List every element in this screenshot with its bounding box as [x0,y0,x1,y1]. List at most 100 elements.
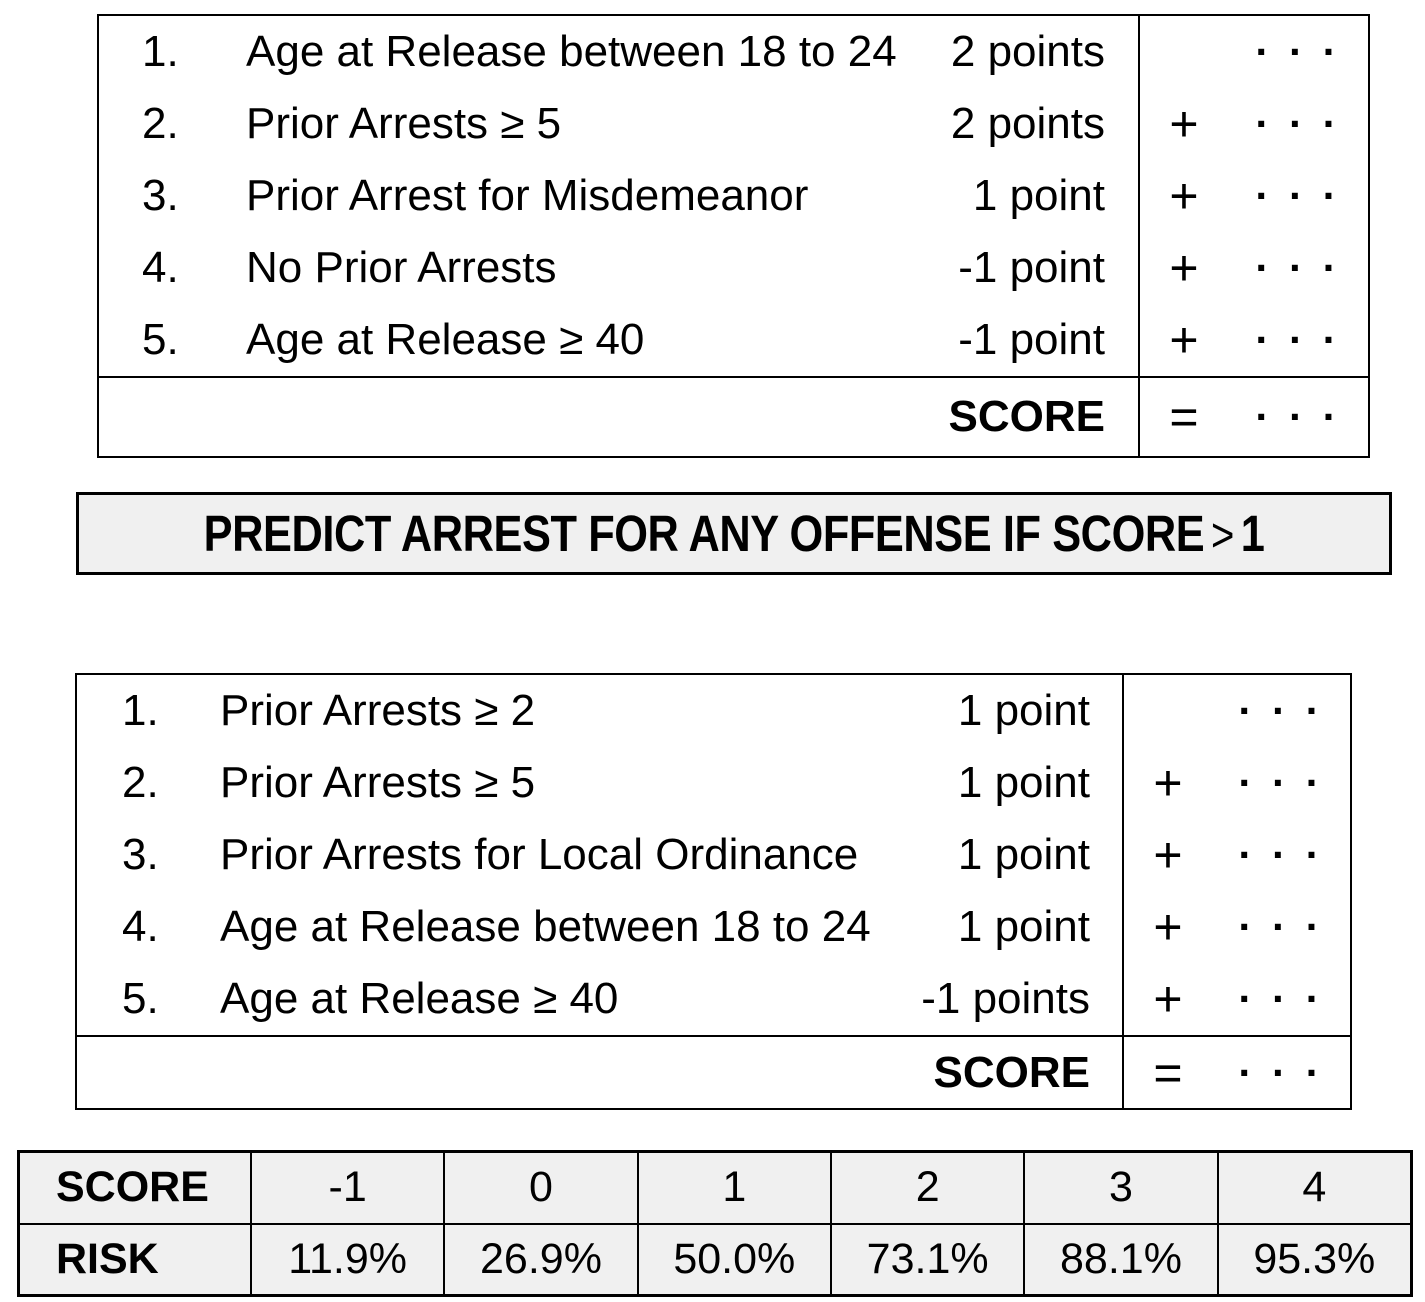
score-value: 2 [829,1153,1023,1223]
item-label: Prior Arrests ≥ 2 [220,686,536,735]
score-value: 3 [1023,1153,1216,1223]
item-number: 3. [142,171,179,220]
ellipsis-placeholder: · · · [1255,100,1341,147]
score-label: SCORE [948,392,1105,441]
item-number: 2. [122,758,159,807]
table-row: 3. Prior Arrests for Local Ordinance 1 p… [77,819,1350,891]
item-points: 2 points [950,27,1105,76]
risk-value: 88.1% [1023,1224,1216,1294]
score-tally-cell: = · · · [1122,1037,1350,1108]
risk-table-score-header: SCORE [56,1163,209,1212]
item-label: Prior Arrests ≥ 5 [220,758,536,807]
tally-cell: + · · · [1122,891,1350,963]
risk-value: 26.9% [443,1224,636,1294]
item-number: 2. [142,99,179,148]
risk-value: 11.9% [250,1224,443,1294]
item-cell: 1. Age at Release between 18 to 24 2 poi… [99,16,1138,88]
plus-operator: + [1153,827,1183,883]
ellipsis-placeholder: · · · [1255,244,1341,291]
table-row: 1. Age at Release between 18 to 24 2 poi… [99,16,1368,88]
plus-operator: + [1153,899,1183,955]
ellipsis-placeholder: · · · [1238,903,1324,950]
item-points: -1 points [921,974,1090,1023]
risk-value: 73.1% [829,1224,1023,1294]
item-points: -1 point [958,315,1105,364]
tally-cell: + · · · [1138,232,1368,304]
ellipsis-placeholder: · · · [1255,393,1341,440]
ellipsis-placeholder: · · · [1238,759,1324,806]
table-row: 4. No Prior Arrests -1 point + · · · [99,232,1368,304]
score-value: 1 [636,1153,830,1223]
prediction-rule-text: PREDICT ARREST FOR ANY OFFENSE IF SCORE >… [204,504,1265,563]
risk-table-score-row: SCORE -1 0 1 2 3 4 [20,1153,1410,1223]
ellipsis-placeholder: · · · [1255,316,1341,363]
item-cell: 3. Prior Arrests for Local Ordinance 1 p… [77,819,1122,891]
table-row: 3. Prior Arrest for Misdemeanor 1 point … [99,160,1368,232]
item-cell: 2. Prior Arrests ≥ 5 2 points [99,88,1138,160]
table-row: 4. Age at Release between 18 to 24 1 poi… [77,891,1350,963]
item-number: 1. [142,27,179,76]
risk-value: 95.3% [1216,1224,1410,1294]
plus-operator: + [1169,96,1199,152]
table-row: 5. Age at Release ≥ 40 -1 point + · · · [99,304,1368,376]
tally-cell: + · · · [1138,160,1368,232]
item-cell: 4. No Prior Arrests -1 point [99,232,1138,304]
item-label: Prior Arrests for Local Ordinance [220,830,859,879]
ellipsis-placeholder: · · · [1238,1048,1324,1096]
plus-operator: + [1169,312,1199,368]
tally-cell: + · · · [1122,747,1350,819]
risk-table: SCORE -1 0 1 2 3 4 RISK 11.9% 26.9% 50.0… [17,1150,1413,1297]
item-cell: 4. Age at Release between 18 to 24 1 poi… [77,891,1122,963]
equals-operator: = [1169,389,1199,445]
item-number: 4. [142,243,179,292]
tally-cell: + · · · [1122,963,1350,1035]
item-points: 1 point [972,171,1105,220]
score-value: 0 [443,1153,636,1223]
prediction-rule-banner: PREDICT ARREST FOR ANY OFFENSE IF SCORE >… [76,492,1392,575]
table-row: 1. Prior Arrests ≥ 2 1 point · · · [77,675,1350,747]
tally-cell: · · · [1138,16,1368,88]
score-row: SCORE = · · · [99,376,1368,456]
score-tally-cell: = · · · [1138,378,1368,456]
greater-than-operator: > [1211,508,1234,561]
item-cell: 5. Age at Release ≥ 40 -1 points [77,963,1122,1035]
table-row: 2. Prior Arrests ≥ 5 2 points + · · · [99,88,1368,160]
item-points: 1 point [957,758,1090,807]
item-points: 1 point [957,686,1090,735]
item-points: 1 point [957,830,1090,879]
risk-table-risk-row: RISK 11.9% 26.9% 50.0% 73.1% 88.1% 95.3% [20,1222,1410,1294]
item-cell: 1. Prior Arrests ≥ 2 1 point [77,675,1122,747]
item-cell: 3. Prior Arrest for Misdemeanor 1 point [99,160,1138,232]
plus-operator: + [1153,971,1183,1027]
item-label: Age at Release between 18 to 24 [220,902,871,951]
table-row: 5. Age at Release ≥ 40 -1 points + · · · [77,963,1350,1035]
tally-cell: · · · [1122,675,1350,747]
banner-threshold: 1 [1240,505,1265,562]
item-label: Age at Release between 18 to 24 [246,27,897,76]
item-label: Prior Arrests ≥ 5 [246,99,562,148]
tally-cell: + · · · [1138,88,1368,160]
score-value: -1 [250,1153,443,1223]
item-number: 3. [122,830,159,879]
scoring-model-top: 1. Age at Release between 18 to 24 2 poi… [97,14,1370,458]
plus-operator: + [1153,755,1183,811]
ellipsis-placeholder: · · · [1255,172,1341,219]
item-label: No Prior Arrests [246,243,557,292]
plus-operator: + [1169,240,1199,296]
score-value: 4 [1216,1153,1410,1223]
item-cell: 5. Age at Release ≥ 40 -1 point [99,304,1138,376]
equals-operator: = [1153,1044,1183,1101]
item-points: -1 point [958,243,1105,292]
item-number: 4. [122,902,159,951]
item-number: 1. [122,686,159,735]
plus-operator: + [1169,168,1199,224]
risk-table-risk-header: RISK [56,1234,159,1283]
tally-cell: + · · · [1122,819,1350,891]
item-label: Prior Arrest for Misdemeanor [246,171,809,220]
item-points: 1 point [957,902,1090,951]
item-points: 2 points [950,99,1105,148]
item-cell: 2. Prior Arrests ≥ 5 1 point [77,747,1122,819]
ellipsis-placeholder: · · · [1255,28,1341,75]
ellipsis-placeholder: · · · [1238,831,1324,878]
